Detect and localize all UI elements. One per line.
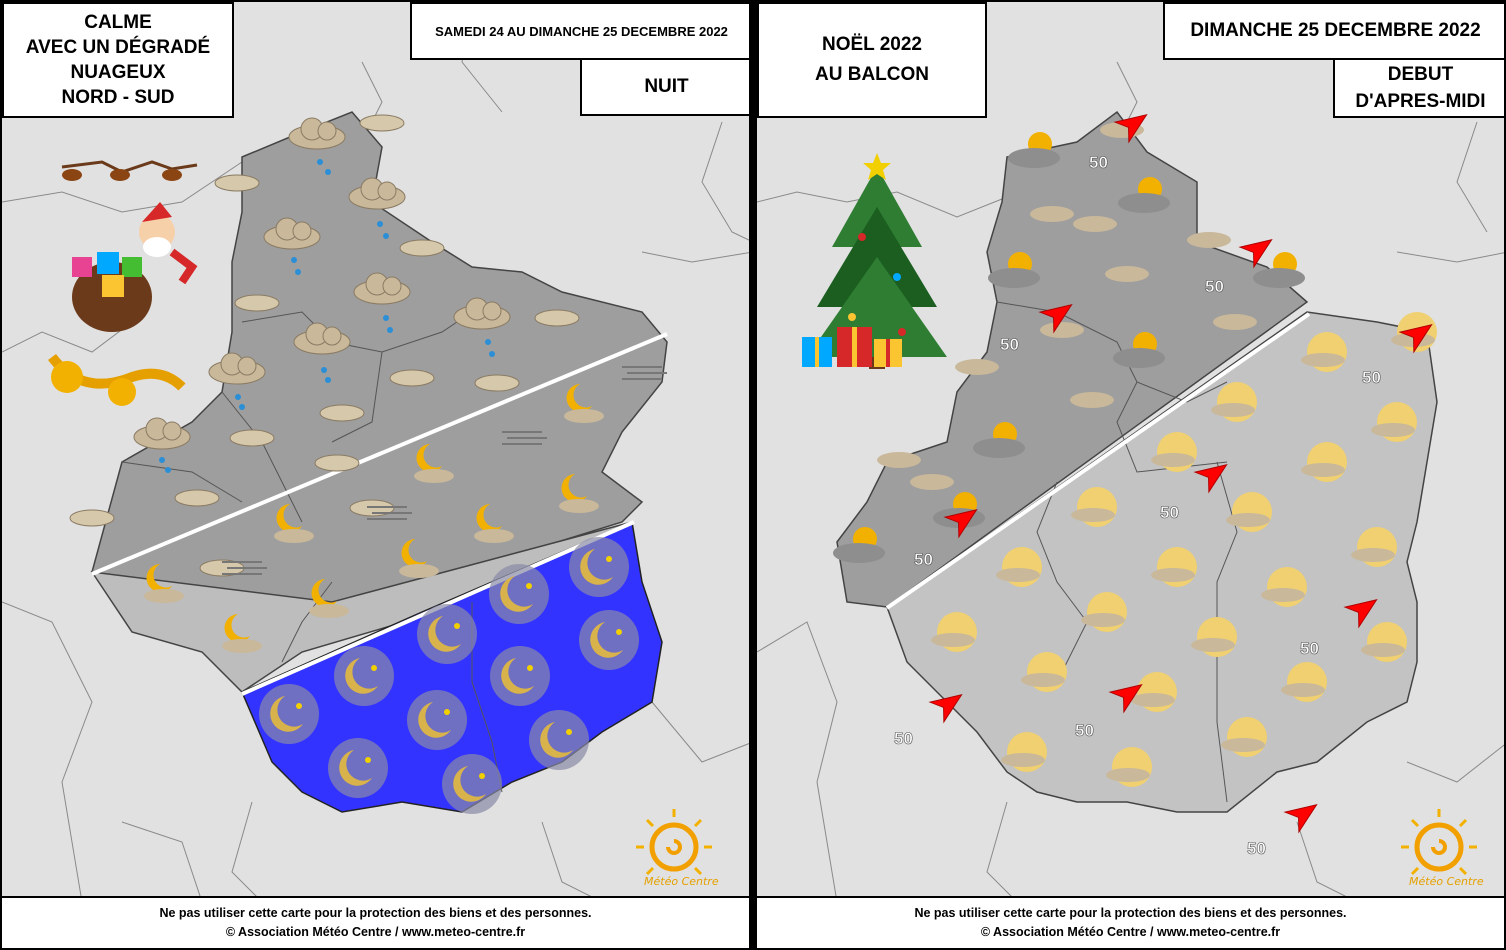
wind-label: 50	[1205, 277, 1224, 296]
footer: Ne pas utiliser cette carte pour la prot…	[2, 896, 749, 948]
region-map-night	[2, 2, 749, 903]
meteo-centre-logo	[636, 809, 712, 876]
wind-label: 50	[1300, 639, 1319, 658]
headline-line-4: NORD - SUD	[61, 87, 175, 108]
headline-box: CALME AVEC UN DÉGRADÉ NUAGEUX NORD - SUD	[2, 2, 234, 118]
santa-sleigh-icon	[48, 160, 198, 406]
date-label: DIMANCHE 25 DECEMBRE 2022	[1190, 20, 1481, 41]
wind-label: 50	[1160, 503, 1179, 522]
headline-line-1: CALME	[84, 12, 152, 33]
cloud-icon-group	[877, 122, 1257, 490]
wind-label: 50	[914, 550, 933, 569]
period-line-2: D'APRES-MIDI	[1355, 91, 1486, 112]
wind-label: 50	[1362, 368, 1381, 387]
christmas-tree-icon	[807, 153, 947, 369]
wind-label: 50	[894, 729, 913, 748]
map-panel-night: Météo Centre CALME AVEC UN DÉGRADÉ NUAGE…	[0, 0, 751, 950]
period-box: NUIT	[580, 58, 749, 116]
meteo-centre-logo	[1401, 809, 1477, 876]
period-label: NUIT	[644, 76, 689, 97]
fog-icon-group	[222, 366, 667, 575]
wind-label: 50	[1247, 839, 1266, 858]
wind-gust-arrows	[928, 114, 1433, 834]
cloud-icon-group	[69, 114, 580, 577]
logo-text: Météo Centre	[644, 875, 719, 888]
map-panel-afternoon: 50 50 50 50 50 50 50 50 50 50	[755, 0, 1506, 950]
headline-line-2: AVEC UN DÉGRADÉ	[25, 37, 211, 58]
footer-disclaimer: Ne pas utiliser cette carte pour la prot…	[914, 906, 1347, 920]
period-line-1: DEBUT	[1387, 64, 1454, 85]
headline-line-2: AU BALCON	[815, 64, 929, 85]
date-label: SAMEDI 24 AU DIMANCHE 25 DECEMBRE 2022	[435, 23, 728, 39]
date-box: SAMEDI 24 AU DIMANCHE 25 DECEMBRE 2022	[410, 2, 749, 60]
logo-text: Météo Centre	[1409, 875, 1484, 888]
wind-label: 50	[1075, 721, 1094, 740]
headline-line-1: NOËL 2022	[822, 34, 922, 55]
sun-cloud-icon-group	[833, 132, 1305, 563]
moon-cloud-icon-group	[144, 384, 604, 653]
wind-gust-labels: 50 50 50 50 50 50 50 50 50 50	[894, 153, 1382, 859]
region-map-afternoon: 50 50 50 50 50 50 50 50 50 50	[757, 61, 1504, 903]
headline-line-3: NUAGEUX	[70, 62, 166, 83]
cloudy-zone	[836, 110, 1309, 608]
footer-copyright: © Association Météo Centre / www.meteo-c…	[225, 925, 526, 939]
headline-box: NOËL 2022 AU BALCON	[757, 2, 987, 118]
veiled-sun-icon-group	[931, 312, 1437, 787]
footer: Ne pas utiliser cette carte pour la prot…	[757, 896, 1504, 948]
period-box: DEBUT D'APRES-MIDI	[1333, 58, 1504, 118]
footer-copyright: © Association Météo Centre / www.meteo-c…	[980, 925, 1281, 939]
rain-icon-group	[159, 159, 495, 473]
date-box: DIMANCHE 25 DECEMBRE 2022	[1163, 2, 1504, 60]
footer-disclaimer: Ne pas utiliser cette carte pour la prot…	[159, 906, 592, 920]
gifts-icon	[802, 327, 902, 367]
moon-stars-icon-group	[259, 537, 639, 814]
wind-label: 50	[1089, 153, 1108, 172]
wind-label: 50	[1000, 335, 1019, 354]
